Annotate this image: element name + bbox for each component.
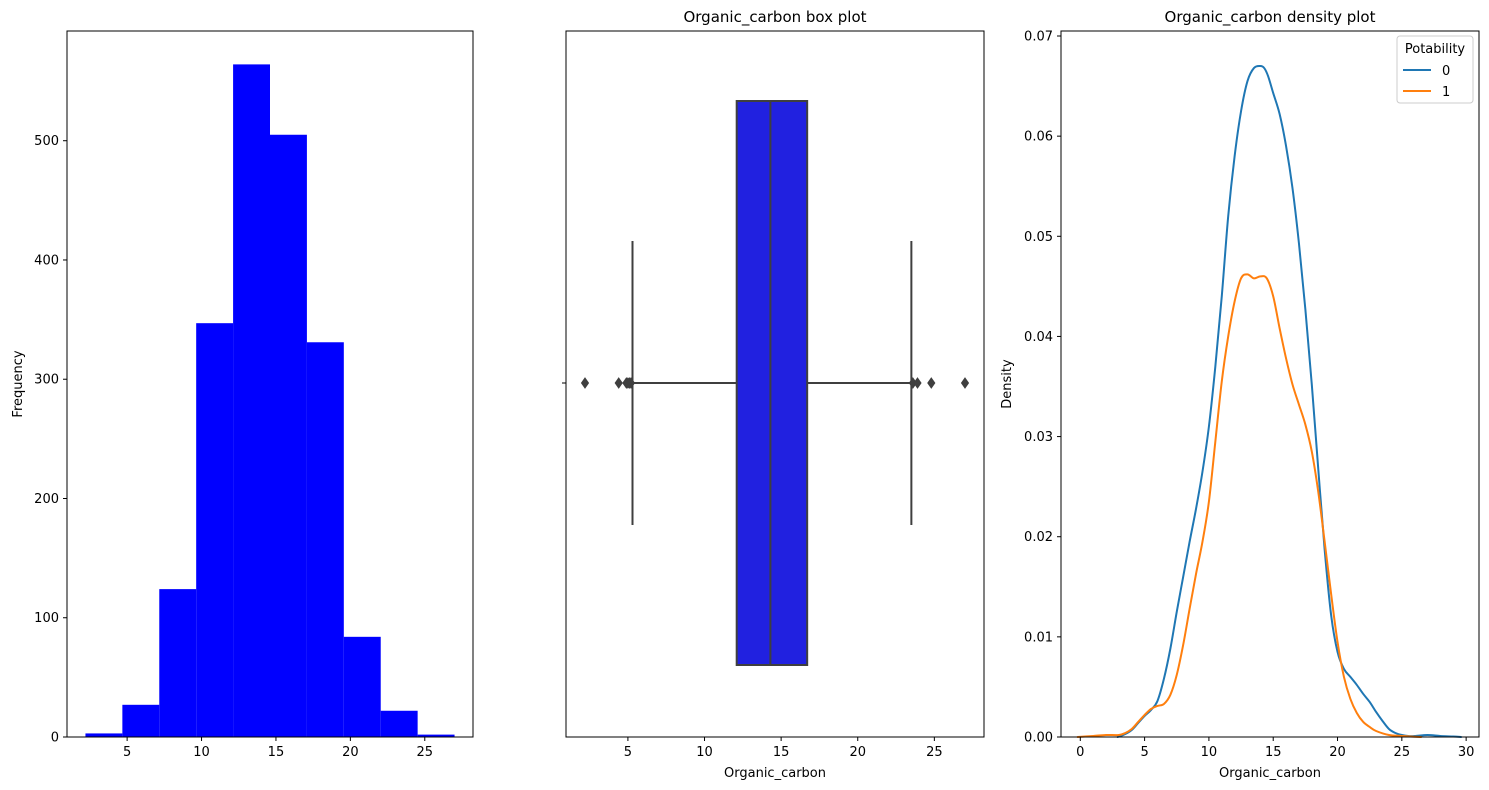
boxplot-x-label: Organic_carbon (724, 766, 826, 781)
x-tick-label: 15 (268, 745, 285, 760)
x-tick-label: 0 (1076, 745, 1084, 760)
x-tick-label: 10 (193, 745, 210, 760)
histogram-bar (270, 134, 307, 738)
y-tick-label: 0.01 (1024, 630, 1053, 645)
density-axes-frame (1060, 30, 1480, 738)
x-tick-label: 5 (624, 745, 632, 760)
density-panel: 0 5 10 15 20 25 30 0.000.010.020.030.040.050.0… (1000, 8, 1480, 781)
y-tick-label: 0.00 (1024, 731, 1053, 746)
legend-label-0: 0 (1442, 64, 1450, 79)
boxplot-x-ticks: 5 10 15 20 25 (624, 737, 943, 760)
histogram-bar (122, 704, 160, 737)
y-tick-label: 0.06 (1024, 130, 1053, 145)
density-legend: Potability 0 1 (1396, 35, 1474, 104)
boxplot-marks (580, 100, 970, 666)
x-tick-label: 25 (1394, 745, 1411, 760)
boxplot-panel: 5 10 15 20 25 Organic_carbon box plot Organi… (562, 8, 985, 781)
y-tick-label: 300 (34, 373, 59, 388)
histogram-bars (85, 64, 455, 738)
legend-title: Potability (1405, 42, 1466, 57)
histogram-bar (159, 589, 197, 737)
boxplot-outlier (580, 377, 590, 389)
boxplot-outlier (960, 377, 970, 389)
boxplot-outlier (614, 377, 623, 389)
y-tick-label: 400 (34, 253, 59, 268)
density-title: Organic_carbon density plot (1165, 8, 1376, 27)
histogram-bar (380, 710, 418, 737)
histogram-bar (85, 733, 123, 737)
x-tick-label: 15 (1265, 745, 1282, 760)
density-y-label: Density (1000, 359, 1015, 409)
y-tick-label: 0.07 (1024, 30, 1053, 45)
x-tick-label: 25 (926, 745, 943, 760)
x-tick-label: 10 (1201, 745, 1218, 760)
boxplot-outlier (927, 377, 936, 389)
boxplot-box (735, 100, 809, 666)
density-y-ticks: 0.00 0.01 0.02 0.03 0.04 0.05 0.06 0.07 (1024, 30, 1061, 746)
y-tick-label: 200 (34, 492, 59, 507)
histogram-x-ticks: 5 10 15 20 25 (123, 737, 433, 760)
y-tick-label: 500 (34, 134, 59, 149)
histogram-bar (196, 323, 234, 737)
boxplot-outlier (913, 377, 922, 389)
legend-frame (1396, 35, 1474, 104)
density-line-1 (1076, 273, 1423, 738)
x-tick-label: 5 (123, 745, 131, 760)
y-tick-label: 100 (34, 611, 59, 626)
x-tick-label: 30 (1458, 745, 1475, 760)
boxplot-title: Organic_carbon box plot (683, 8, 866, 27)
y-tick-label: 0.05 (1024, 230, 1053, 245)
x-tick-label: 10 (696, 745, 713, 760)
density-lines (1076, 65, 1462, 738)
y-tick-label: 0.04 (1024, 330, 1053, 345)
x-tick-label: 20 (1329, 745, 1346, 760)
density-x-ticks: 0 5 10 15 20 25 30 (1076, 737, 1474, 760)
histogram-bar (233, 64, 270, 737)
y-tick-label: 0 (51, 731, 59, 746)
x-tick-label: 20 (342, 745, 359, 760)
x-tick-label: 5 (1140, 745, 1148, 760)
boxplot-outlier (626, 377, 636, 389)
boxplot-axes-frame (565, 30, 985, 738)
histogram-y-label: Frequency (11, 350, 26, 417)
histogram-panel: 5 10 15 20 25 0 100 200 300 400 500 Frequency (11, 30, 474, 760)
y-tick-label: 0.02 (1024, 530, 1053, 545)
histogram-y-ticks: 0 100 200 300 400 500 (34, 134, 67, 746)
x-tick-label: 20 (849, 745, 866, 760)
histogram-bar (306, 342, 344, 737)
density-line-0 (1116, 65, 1462, 738)
x-tick-label: 15 (773, 745, 790, 760)
y-tick-label: 0.03 (1024, 430, 1053, 445)
histogram-bar (343, 636, 381, 737)
histogram-axes-frame (66, 30, 474, 738)
histogram-bar (417, 734, 455, 737)
legend-label-1: 1 (1442, 85, 1450, 100)
x-tick-label: 25 (417, 745, 434, 760)
density-x-label: Organic_carbon (1219, 766, 1321, 781)
